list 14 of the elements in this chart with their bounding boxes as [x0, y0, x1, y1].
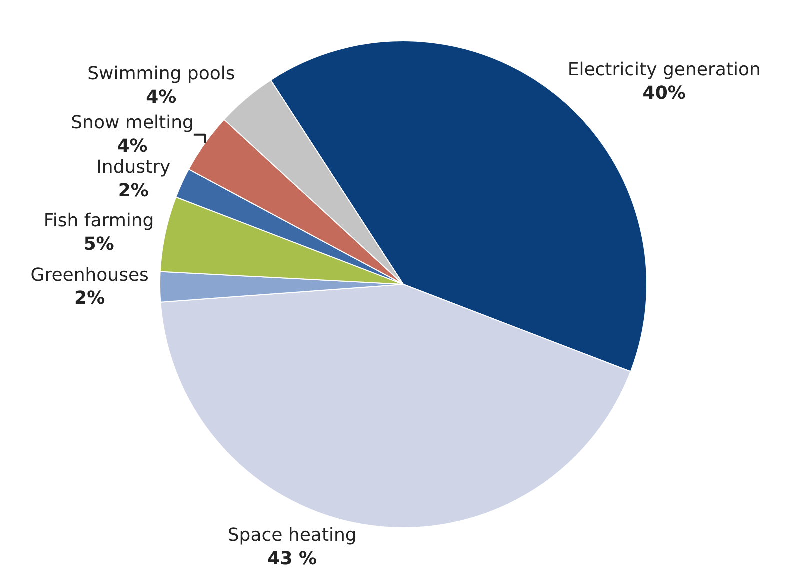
slice-label: Swimming pools	[88, 63, 236, 84]
slice-label: Snow melting	[71, 112, 194, 134]
slice-label: Electricity generation	[568, 60, 761, 81]
data-label: 40%	[642, 83, 686, 104]
data-label: 4%	[146, 86, 177, 108]
data-label: 4%	[117, 136, 148, 158]
slice-label: Industry	[96, 157, 171, 178]
data-label: 5%	[84, 234, 114, 256]
data-label: 2%	[118, 180, 149, 202]
data-label: 2%	[74, 288, 106, 310]
slice-label: Greenhouses	[30, 264, 149, 286]
slice-label: Space heating	[228, 524, 357, 546]
data-label: 43 %	[268, 548, 318, 570]
slice-label: Fish farming	[44, 210, 154, 232]
